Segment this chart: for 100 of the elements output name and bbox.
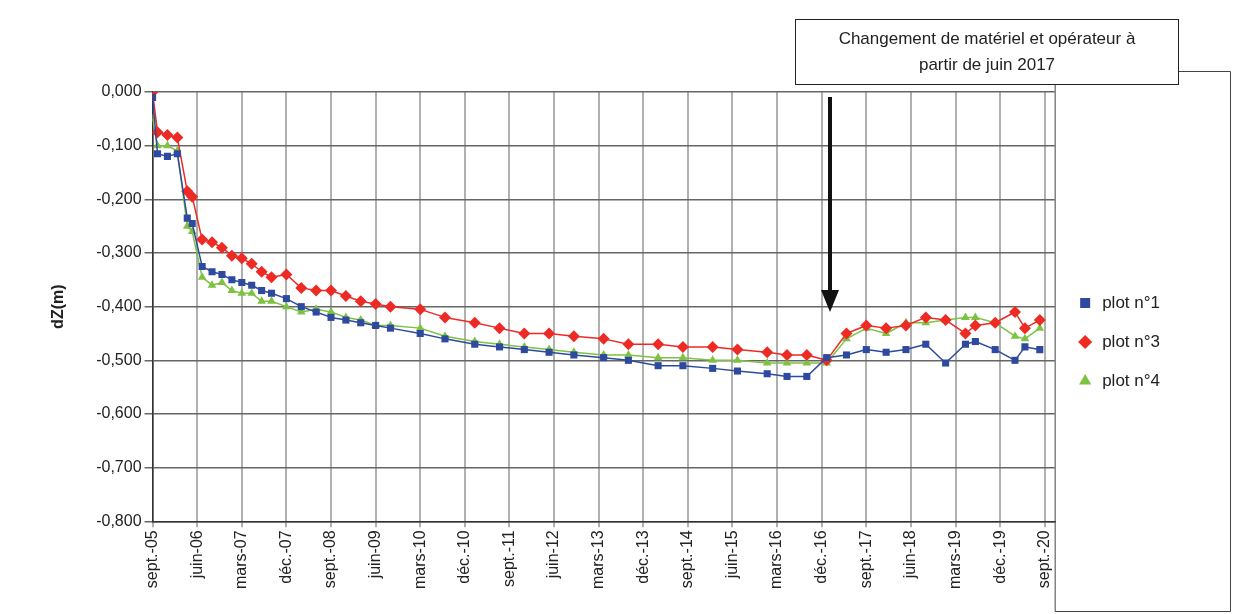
point bbox=[310, 284, 323, 297]
point bbox=[600, 354, 608, 362]
point bbox=[235, 252, 248, 265]
point bbox=[342, 316, 350, 324]
point bbox=[709, 364, 717, 372]
point bbox=[842, 351, 851, 359]
point bbox=[282, 295, 290, 303]
point bbox=[265, 271, 278, 284]
point bbox=[1036, 346, 1044, 354]
point bbox=[783, 372, 791, 380]
point bbox=[386, 324, 395, 332]
point bbox=[919, 311, 932, 324]
point bbox=[733, 355, 742, 363]
point bbox=[339, 289, 352, 302]
point bbox=[1021, 343, 1029, 351]
point bbox=[206, 236, 219, 249]
point bbox=[840, 327, 853, 340]
point bbox=[969, 319, 982, 332]
point bbox=[624, 356, 632, 364]
x-tick-label: mars-07 bbox=[232, 530, 250, 590]
point bbox=[384, 300, 397, 313]
point bbox=[882, 348, 890, 356]
point bbox=[653, 352, 663, 361]
point bbox=[939, 314, 952, 327]
y-tick-label: -0,600 bbox=[96, 404, 142, 422]
x-tick-label: déc.-13 bbox=[633, 530, 651, 584]
point bbox=[208, 268, 216, 276]
point bbox=[163, 152, 171, 160]
point bbox=[518, 327, 531, 340]
point bbox=[280, 268, 293, 281]
point bbox=[295, 281, 308, 294]
point bbox=[781, 348, 794, 361]
point bbox=[922, 340, 930, 348]
x-tick-label: déc.-19 bbox=[990, 530, 1008, 584]
x-tick-label: mars-19 bbox=[945, 530, 963, 590]
point bbox=[1020, 333, 1030, 342]
point bbox=[493, 322, 506, 335]
x-tick-label: juin-12 bbox=[544, 530, 562, 580]
y-tick-label: -0,700 bbox=[96, 458, 142, 476]
point bbox=[228, 276, 236, 284]
point bbox=[800, 348, 813, 361]
point bbox=[706, 340, 719, 353]
point bbox=[543, 327, 556, 340]
point bbox=[880, 322, 893, 335]
point bbox=[267, 289, 276, 297]
point bbox=[899, 319, 912, 332]
y-tick-label: -0,500 bbox=[96, 350, 142, 368]
x-tick-label: déc.-07 bbox=[276, 530, 294, 584]
point bbox=[761, 346, 774, 359]
point bbox=[186, 190, 199, 203]
point bbox=[267, 296, 276, 304]
x-tick-label: sept.-08 bbox=[321, 530, 339, 589]
point bbox=[297, 303, 305, 311]
x-tick-label: mars-13 bbox=[589, 530, 607, 590]
y-tick-label: 0,000 bbox=[101, 82, 142, 100]
point bbox=[803, 372, 811, 380]
point bbox=[198, 262, 206, 270]
point bbox=[708, 355, 717, 363]
point bbox=[248, 281, 256, 289]
point bbox=[257, 296, 266, 304]
point bbox=[153, 150, 162, 158]
point bbox=[678, 352, 688, 361]
x-tick-label: sept.-14 bbox=[678, 530, 696, 589]
point bbox=[173, 150, 181, 158]
x-tick-label: sept.-05 bbox=[142, 530, 160, 589]
point bbox=[225, 249, 238, 262]
x-tick-label: juin-09 bbox=[366, 530, 384, 580]
legend-label: plot n°1 bbox=[1102, 292, 1160, 312]
x-tick-label: mars-10 bbox=[410, 530, 428, 590]
point bbox=[282, 301, 291, 310]
point bbox=[237, 288, 247, 296]
x-tick-label: juin-15 bbox=[722, 530, 740, 580]
y-tick-label: -0,400 bbox=[96, 297, 142, 315]
point bbox=[227, 285, 237, 294]
point bbox=[860, 319, 873, 332]
point bbox=[255, 265, 268, 278]
point bbox=[207, 280, 217, 288]
point bbox=[1011, 356, 1019, 364]
point bbox=[961, 312, 970, 320]
point bbox=[679, 362, 687, 370]
x-tick-label: mars-16 bbox=[767, 530, 785, 590]
point bbox=[1009, 306, 1022, 319]
point bbox=[258, 287, 266, 295]
x-tick-label: déc.-10 bbox=[455, 530, 473, 584]
point bbox=[654, 362, 662, 370]
point bbox=[247, 288, 257, 296]
legend-label: plot n°3 bbox=[1102, 331, 1160, 351]
point bbox=[218, 270, 226, 278]
point bbox=[217, 277, 227, 286]
point bbox=[902, 346, 910, 354]
point bbox=[971, 312, 980, 320]
y-axis-title: dZ(m) bbox=[49, 284, 67, 329]
point bbox=[731, 343, 744, 356]
point bbox=[733, 367, 741, 375]
x-tick-label: juin-18 bbox=[901, 530, 919, 580]
x-tick-label: sept.-11 bbox=[499, 530, 517, 587]
point bbox=[597, 332, 610, 345]
text: Changement de matériel et opérateur à partir de juin 2017 bbox=[795, 19, 1179, 85]
point bbox=[327, 313, 335, 321]
point bbox=[763, 370, 771, 378]
